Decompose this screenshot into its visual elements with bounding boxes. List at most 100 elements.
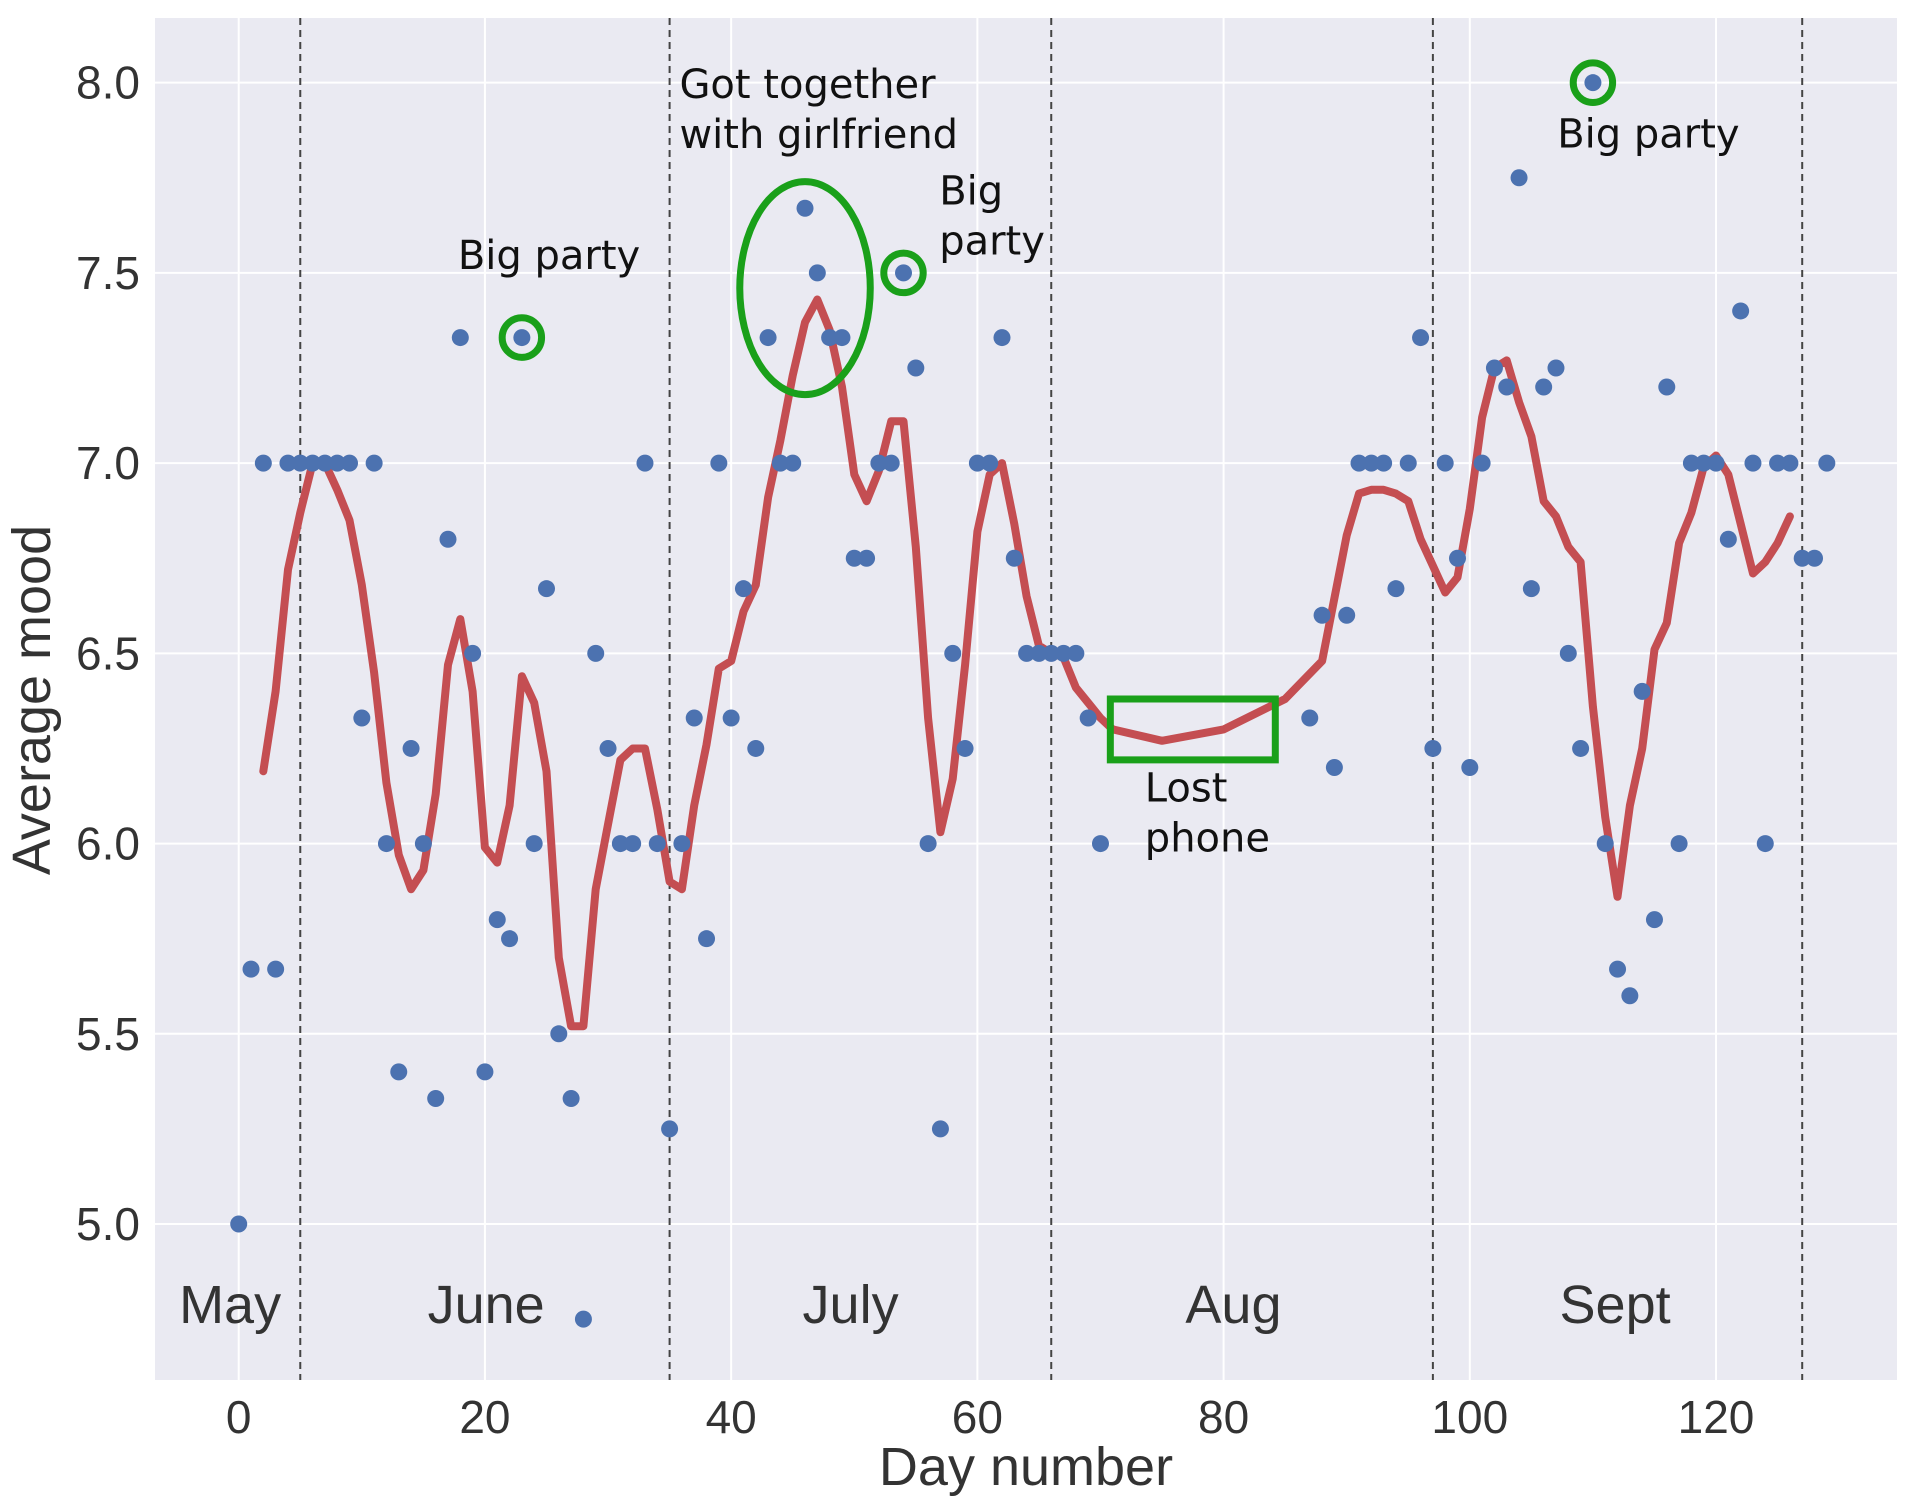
mood-point [230,1215,248,1233]
mood-point [242,960,260,978]
mood-point [784,454,802,472]
mood-point [698,930,716,948]
mood-point [1670,835,1688,853]
mood-point [1301,709,1319,727]
mood-point [451,329,469,347]
mood-point [808,264,826,282]
mood-point [304,454,322,472]
mood-point [1535,378,1553,396]
annotation-ellipse [736,178,874,399]
x-axis-title: Day number [879,1437,1173,1497]
mood-point [1473,454,1491,472]
mood-point [476,1063,494,1081]
mood-point [267,960,285,978]
mood-point [845,549,863,567]
mood-point [291,454,309,472]
annotation-label: Got together with girlfriend [679,62,958,158]
mood-point [1448,549,1466,567]
mood-point [414,835,432,853]
mood-point [1461,758,1479,776]
mood-point [821,329,839,347]
mood-point [1682,454,1700,472]
mood-point [759,329,777,347]
annotation-label-line: Got together [679,62,936,108]
mood-point [981,454,999,472]
y-tick-label: 7.5 [76,247,140,299]
y-tick-label: 5.5 [76,1008,140,1060]
mood-point [624,835,642,853]
mood-point [1399,454,1417,472]
mood-point [882,454,900,472]
mood-point [648,835,666,853]
mood-point [1325,758,1343,776]
y-tick-label: 5.0 [76,1198,140,1250]
annotation-label-line: with girlfriend [679,112,958,158]
mood-point [1732,302,1750,320]
smoothed-line-path [259,295,1794,1031]
mood-point [1313,606,1331,624]
y-tick-label: 8.0 [76,57,140,109]
mood-point [328,454,346,472]
y-tick-label: 6.5 [76,627,140,679]
mood-point [919,835,937,853]
mood-point [661,1120,679,1138]
month-label: May [179,1275,281,1335]
mood-point [501,930,519,948]
mood-point [944,644,962,662]
mood-point [1572,739,1590,757]
mood-point [858,549,876,567]
mood-point [1793,549,1811,567]
mood-point [279,454,297,472]
x-tick-label: 120 [1678,1391,1755,1443]
y-tick-label: 7.0 [76,437,140,489]
mood-point [1375,454,1393,472]
mood-point [636,454,654,472]
mood-point [895,264,913,282]
y-axis-title: Average mood [2,525,62,875]
month-label: June [428,1275,545,1335]
mood-point [254,454,272,472]
mood-point [488,911,506,929]
smoothed-mood-line [259,295,1794,1031]
month-label: Sept [1560,1275,1671,1335]
mood-point [870,454,888,472]
mood-point [1707,454,1725,472]
mood-point [1498,378,1516,396]
mood-point [1806,549,1824,567]
mood-point [402,739,420,757]
x-tick-label: 0 [226,1391,252,1443]
mood-point [1756,835,1774,853]
annotation-label-line: Big party [1557,111,1739,157]
month-labels: May June July Aug Sept [179,1275,1671,1335]
mood-point [1091,835,1109,853]
mood-point [341,454,359,472]
mood-point [1781,454,1799,472]
mood-point [1362,454,1380,472]
mood-point [1018,644,1036,662]
annotation-label: Big party [1557,111,1739,157]
mood-point [747,739,765,757]
mood-point [550,1025,568,1043]
mood-point [722,709,740,727]
mood-point [1030,644,1048,662]
mood-point [968,454,986,472]
annotation-label-line: Lost [1145,766,1228,812]
mood-point [833,329,851,347]
mood-point [1744,454,1762,472]
mood-point [1338,606,1356,624]
mood-point [1485,359,1503,377]
mood-point [1436,454,1454,472]
mood-point [1005,549,1023,567]
mood-point [464,644,482,662]
mood-point [1510,169,1528,187]
annotation-circle [1569,59,1617,106]
mood-point [1645,911,1663,929]
mood-point [1596,835,1614,853]
month-label: July [803,1275,899,1335]
mood-point [1584,74,1602,92]
annotation-label: Lost phone [1145,766,1270,862]
annotation-label: Big party [458,233,640,279]
mood-point [525,835,543,853]
mood-point [796,199,814,217]
